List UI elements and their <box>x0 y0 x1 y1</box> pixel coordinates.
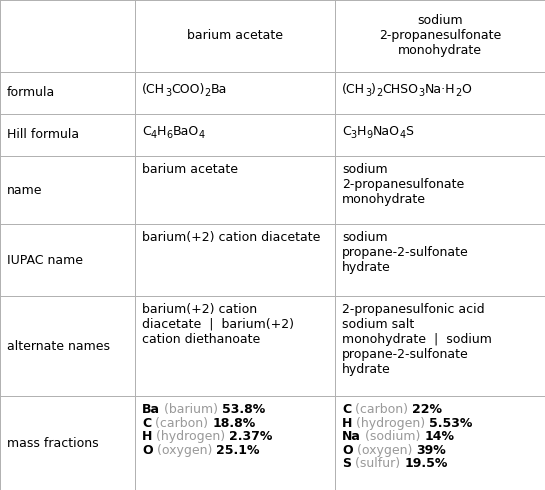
Text: 3: 3 <box>165 88 171 98</box>
Text: Ba: Ba <box>211 83 227 96</box>
Text: 2: 2 <box>204 88 211 98</box>
Text: 25.1%: 25.1% <box>216 443 259 457</box>
Text: S: S <box>405 125 414 138</box>
Text: 9: 9 <box>366 130 372 140</box>
Text: O: O <box>461 83 471 96</box>
Text: (hydrogen): (hydrogen) <box>153 430 229 443</box>
Text: COO): COO) <box>171 83 204 96</box>
Text: name: name <box>7 183 43 196</box>
Text: 3: 3 <box>365 88 371 98</box>
Text: 5.53%: 5.53% <box>429 416 473 430</box>
Text: 3: 3 <box>351 130 357 140</box>
Text: sodium
2-propanesulfonate
monohydrate: sodium 2-propanesulfonate monohydrate <box>379 15 501 57</box>
Text: H: H <box>342 416 353 430</box>
Text: 2: 2 <box>455 88 461 98</box>
Text: (hydrogen): (hydrogen) <box>353 416 429 430</box>
Text: H: H <box>142 430 153 443</box>
Text: mass fractions: mass fractions <box>7 437 99 449</box>
Text: C: C <box>142 125 151 138</box>
Text: IUPAC name: IUPAC name <box>7 253 83 267</box>
Text: BaO: BaO <box>172 125 198 138</box>
Text: O: O <box>142 443 153 457</box>
Text: Ba: Ba <box>142 403 160 416</box>
Text: (carbon): (carbon) <box>351 403 412 416</box>
Text: 4: 4 <box>198 130 205 140</box>
Text: barium(+2) cation
diacetate  |  barium(+2)
cation diethanoate: barium(+2) cation diacetate | barium(+2)… <box>142 303 294 346</box>
Text: alternate names: alternate names <box>7 340 110 352</box>
Text: Na·H: Na·H <box>425 83 455 96</box>
Text: H: H <box>357 125 366 138</box>
Text: 39%: 39% <box>416 443 446 457</box>
Text: sodium
2-propanesulfonate
monohydrate: sodium 2-propanesulfonate monohydrate <box>342 163 464 206</box>
Text: NaO: NaO <box>372 125 399 138</box>
Text: (oxygen): (oxygen) <box>353 443 416 457</box>
Text: 3: 3 <box>418 88 425 98</box>
Text: Hill formula: Hill formula <box>7 128 79 142</box>
Text: 53.8%: 53.8% <box>222 403 265 416</box>
Text: 4: 4 <box>399 130 405 140</box>
Text: 6: 6 <box>166 130 172 140</box>
Text: (barium): (barium) <box>160 403 222 416</box>
Text: barium acetate: barium acetate <box>187 29 283 43</box>
Text: C: C <box>342 125 351 138</box>
Text: Na: Na <box>342 430 361 443</box>
Text: sodium
propane-2-sulfonate
hydrate: sodium propane-2-sulfonate hydrate <box>342 231 469 274</box>
Text: (oxygen): (oxygen) <box>153 443 216 457</box>
Text: H: H <box>157 125 166 138</box>
Text: 19.5%: 19.5% <box>404 457 447 470</box>
Text: 2.37%: 2.37% <box>229 430 273 443</box>
Text: 2: 2 <box>376 88 382 98</box>
Text: (CH: (CH <box>342 83 365 96</box>
Text: (sodium): (sodium) <box>361 430 424 443</box>
Text: C: C <box>142 416 151 430</box>
Text: (carbon): (carbon) <box>151 416 212 430</box>
Text: 2-propanesulfonic acid
sodium salt
monohydrate  |  sodium
propane-2-sulfonate
hy: 2-propanesulfonic acid sodium salt monoh… <box>342 303 492 376</box>
Text: ): ) <box>371 83 376 96</box>
Text: C: C <box>342 403 351 416</box>
Text: formula: formula <box>7 87 55 99</box>
Text: 14%: 14% <box>424 430 454 443</box>
Text: 22%: 22% <box>412 403 442 416</box>
Text: O: O <box>342 443 353 457</box>
Text: 18.8%: 18.8% <box>212 416 256 430</box>
Text: CHSO: CHSO <box>382 83 418 96</box>
Text: (sulfur): (sulfur) <box>351 457 404 470</box>
Text: (CH: (CH <box>142 83 165 96</box>
Text: 4: 4 <box>151 130 157 140</box>
Text: barium(+2) cation diacetate: barium(+2) cation diacetate <box>142 231 320 244</box>
Text: S: S <box>342 457 351 470</box>
Text: barium acetate: barium acetate <box>142 163 238 176</box>
